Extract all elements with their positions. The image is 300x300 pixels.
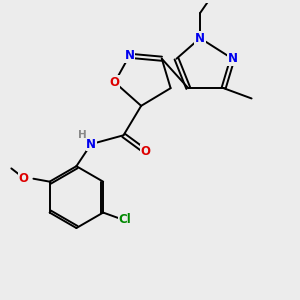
Text: N: N [195,32,205,45]
Text: O: O [18,172,28,185]
Text: O: O [110,76,120,89]
Text: O: O [141,145,151,158]
Text: H: H [78,130,87,140]
Text: N: N [124,49,134,62]
Text: Cl: Cl [119,213,132,226]
Text: N: N [227,52,237,65]
Text: N: N [86,138,96,151]
